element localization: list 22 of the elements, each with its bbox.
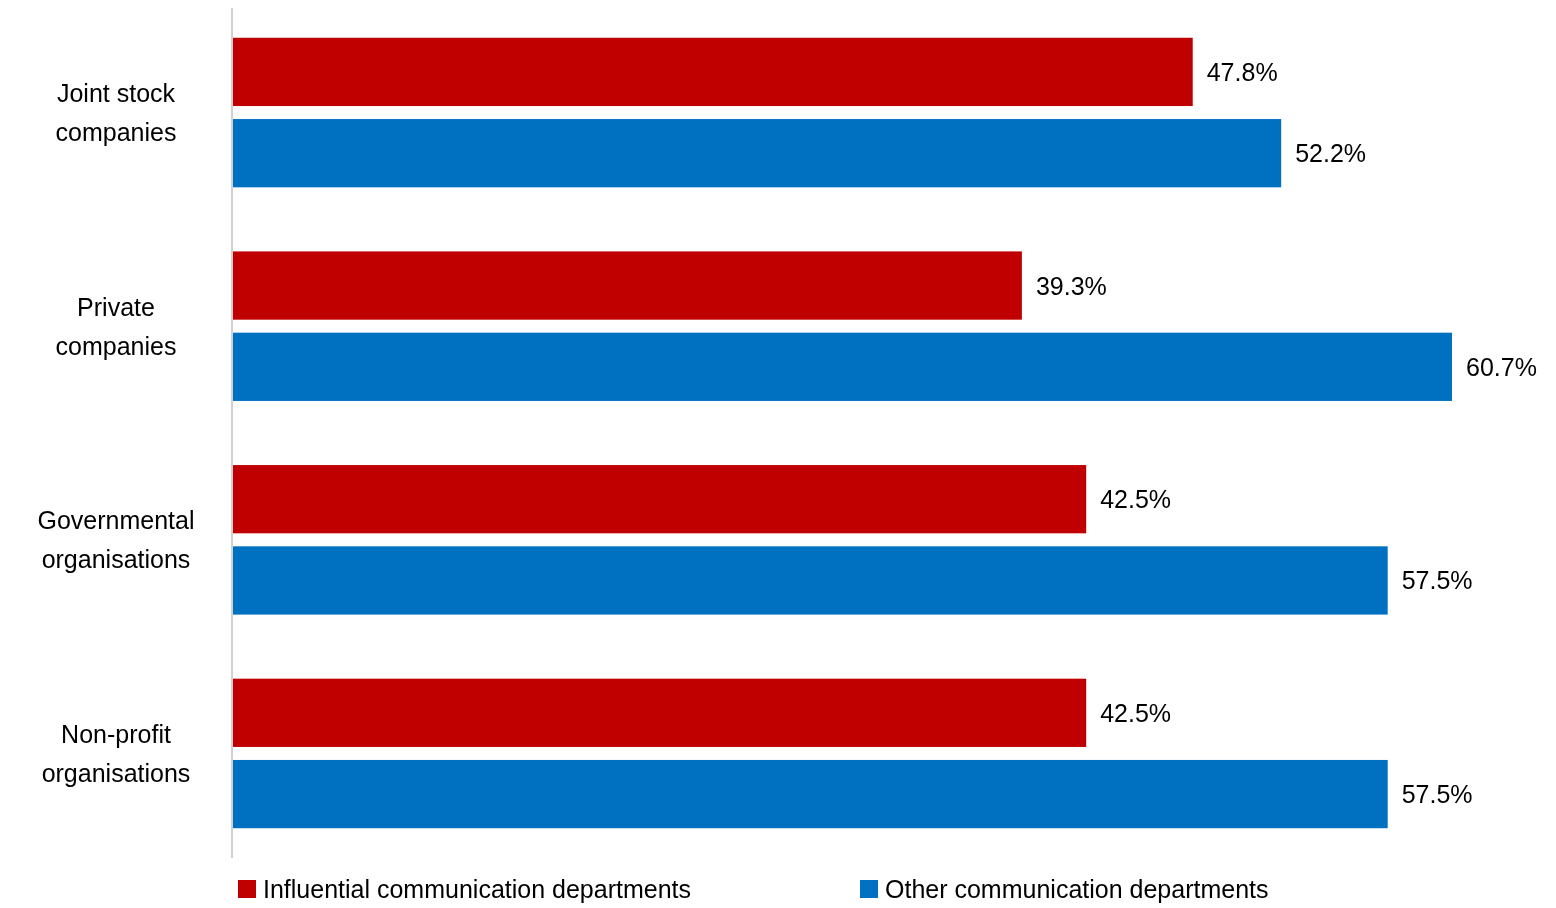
y-tick-label: Governmental organisations: [37, 506, 195, 574]
data-label: 52.2%: [1295, 139, 1367, 168]
y-tick-label: Joint stock companies: [55, 79, 177, 147]
data-label: 39.3%: [1035, 271, 1107, 300]
data-label: 42.5%: [1100, 698, 1172, 727]
bar: [232, 332, 1452, 401]
bar: [232, 678, 1087, 747]
data-label: 60.7%: [1466, 352, 1537, 381]
data-label: 57.5%: [1401, 566, 1473, 595]
y-tick-label: Private companies: [55, 292, 177, 360]
data-label: 42.5%: [1100, 485, 1172, 514]
bar: [232, 251, 1022, 320]
data-label: 47.8%: [1206, 57, 1278, 86]
bar: [232, 119, 1282, 188]
legend-label: Other communication departments: [885, 875, 1269, 903]
legend-label: Influential communication departments: [263, 875, 692, 903]
bar: [232, 546, 1388, 615]
data-label: 57.5%: [1401, 780, 1473, 809]
y-tick-label: Non-profit organisations: [41, 719, 191, 787]
bar: [232, 37, 1193, 107]
bar: [232, 465, 1087, 534]
bar: [232, 759, 1388, 829]
